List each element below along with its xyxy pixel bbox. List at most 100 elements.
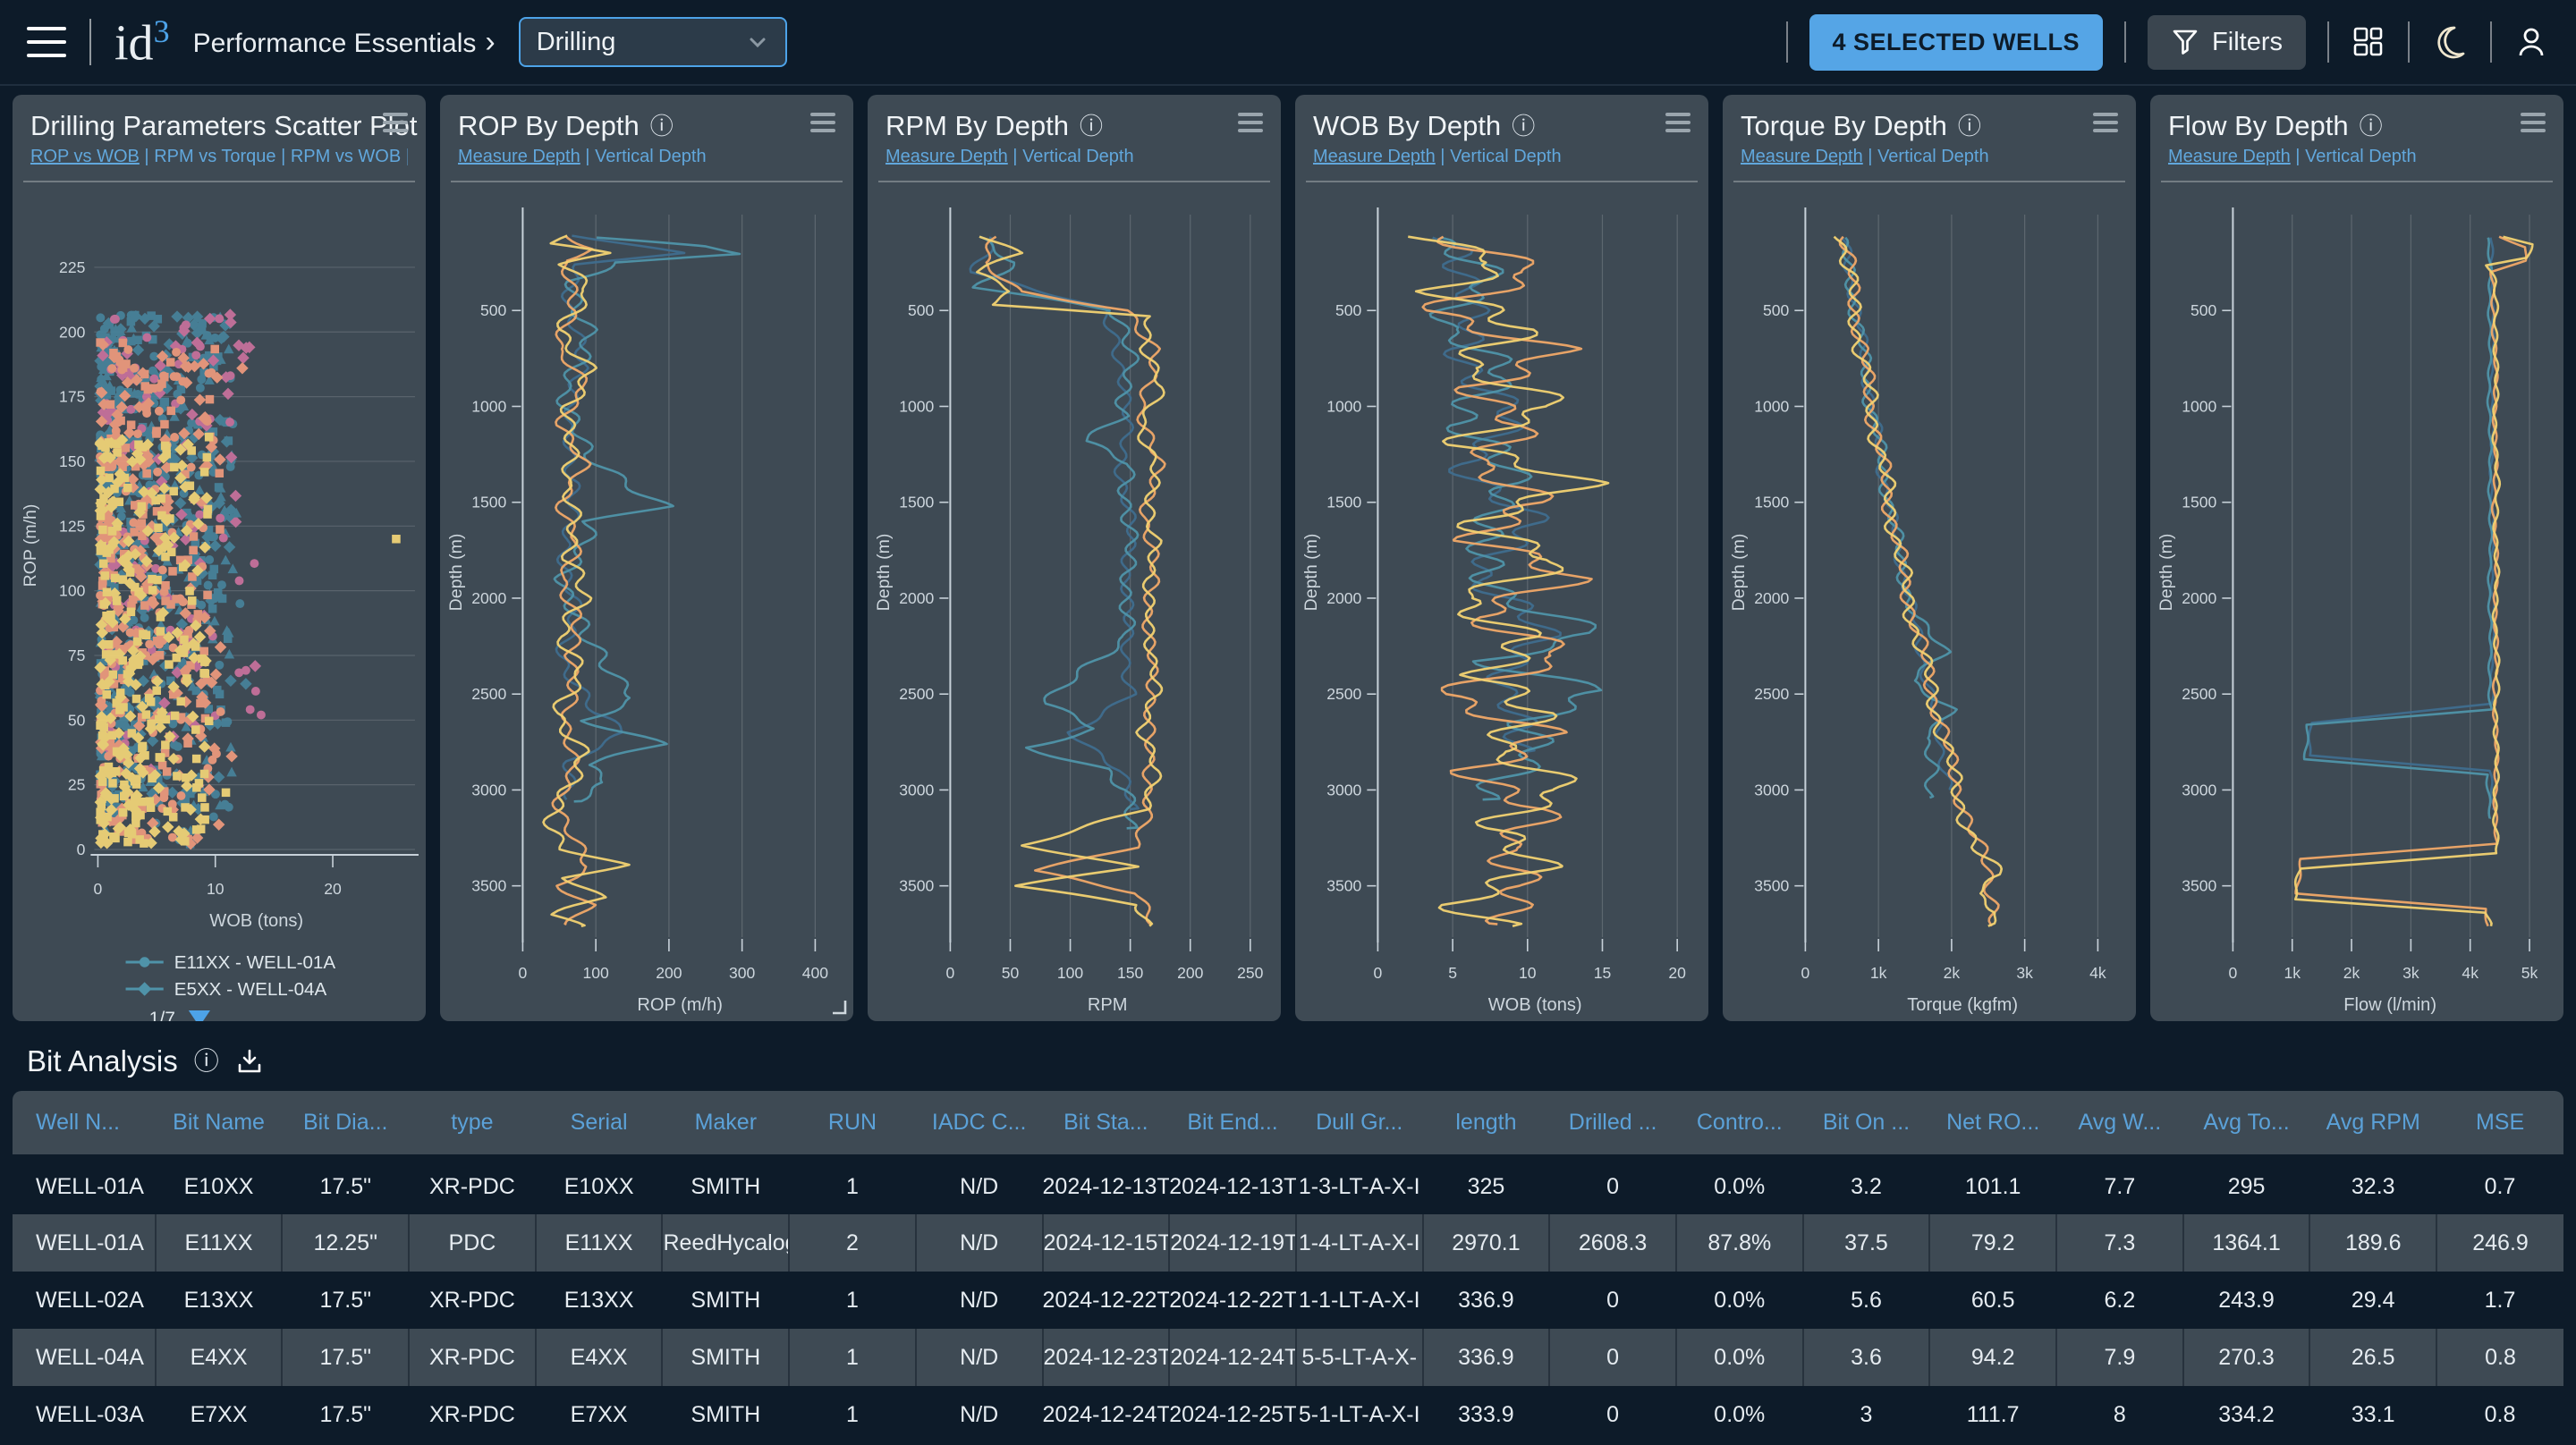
column-header[interactable]: Bit Name xyxy=(155,1091,283,1157)
table-cell: 0.0% xyxy=(1714,1287,1766,1313)
dark-mode-moon-icon[interactable] xyxy=(2431,23,2469,61)
apps-grid-icon[interactable] xyxy=(2351,24,2386,60)
legend-item[interactable]: E11XX - WELL-01A xyxy=(125,952,336,973)
column-header[interactable]: Dull Gr... xyxy=(1295,1091,1423,1157)
panel-rop-by-depth: ROP By Depth ⓘ Measure Depth | Vertical … xyxy=(440,95,853,1021)
panel-sublink[interactable]: RPM vs Torque xyxy=(154,147,276,166)
column-header[interactable]: Serial xyxy=(535,1091,663,1157)
panel-sublink[interactable]: Measure Depth xyxy=(886,147,1008,166)
column-header[interactable]: Avg RPM xyxy=(2309,1091,2437,1157)
info-icon[interactable]: ⓘ xyxy=(1080,113,1104,139)
legend-item[interactable]: E5XX - WELL-04A xyxy=(125,979,327,1000)
column-header[interactable]: type xyxy=(409,1091,536,1157)
panel-menu-icon[interactable] xyxy=(807,109,839,136)
user-profile-icon[interactable] xyxy=(2513,24,2549,60)
app-logo[interactable]: id3 xyxy=(114,13,170,72)
table-cell: 94.2 xyxy=(1928,1329,2057,1386)
table-cell: E11XX xyxy=(534,1214,663,1272)
column-header[interactable]: Bit Dia... xyxy=(282,1091,410,1157)
selected-wells-button[interactable]: 4 SELECTED WELLS xyxy=(1809,13,2104,71)
column-header[interactable]: Drilled ... xyxy=(1549,1091,1676,1157)
table-cell: 2024-12-19T xyxy=(1168,1214,1296,1272)
table-cell: E7XX xyxy=(190,1401,248,1427)
scatter-plot-area[interactable]: 0 25 50 75 100 125 150 175 200 225 ROP (m/h) 0 10 20 W… xyxy=(13,188,426,1021)
svg-text:Depth (m): Depth (m) xyxy=(1301,534,1321,612)
info-icon[interactable]: ⓘ xyxy=(2359,113,2383,139)
column-header[interactable]: Avg W... xyxy=(2056,1091,2183,1157)
panel-sublink[interactable]: RPM vs WOB xyxy=(290,147,402,166)
rpm-depth-plot-area[interactable]: 500 1000 1500 2000 2500 3000 3500 Depth (m) 0 50 1… xyxy=(868,188,1281,1021)
table-cell: 37.5 xyxy=(1801,1214,1930,1272)
table-row[interactable]: WELL-03A E7XX 17.5" XR-PDC E7XX SMITH 1 N/D 2024… xyxy=(13,1386,2563,1443)
panel-title: ROP By Depth xyxy=(458,110,640,141)
table-cell: E7XX xyxy=(570,1401,628,1427)
table-cell: 2024-12-24T xyxy=(1168,1329,1296,1386)
info-icon[interactable]: ⓘ xyxy=(193,1047,219,1075)
svg-text:3500: 3500 xyxy=(471,877,506,895)
column-header[interactable]: Avg To... xyxy=(2182,1091,2310,1157)
column-header[interactable]: Contro... xyxy=(1675,1091,1803,1157)
table-row[interactable]: WELL-02A E13XX 17.5" XR-PDC E13XX SMITH 1 N/D 20… xyxy=(13,1272,2563,1329)
table-cell: 17.5" xyxy=(319,1401,371,1427)
svg-text:2500: 2500 xyxy=(1326,685,1361,703)
hamburger-menu-icon[interactable] xyxy=(27,27,66,57)
svg-text:0: 0 xyxy=(1374,964,1383,982)
info-icon[interactable]: ⓘ xyxy=(1957,113,1981,139)
svg-text:1k: 1k xyxy=(2284,964,2301,982)
rop-depth-plot-area[interactable]: 500 1000 1500 2000 2500 3000 3500 Depth (m) 0 100… xyxy=(440,188,853,1021)
panel-sublink[interactable]: Vertical Depth xyxy=(2305,147,2417,166)
panel-sublink[interactable]: Measure Depth xyxy=(1741,147,1863,166)
breadcrumb: Performance Essentials › xyxy=(192,24,496,59)
link-separator: | xyxy=(1435,147,1451,166)
info-icon[interactable]: ⓘ xyxy=(649,113,674,139)
column-header[interactable]: Bit End... xyxy=(1169,1091,1296,1157)
torque-depth-plot-area[interactable]: 500 1000 1500 2000 2500 3000 3500 Depth (m) 0 1k 2… xyxy=(1723,188,2136,1021)
panel-sublink[interactable]: Measure Depth xyxy=(458,147,580,166)
panel-sublink[interactable]: Vertical Depth xyxy=(1450,147,1562,166)
column-header[interactable]: length xyxy=(1422,1091,1550,1157)
column-header[interactable]: IADC C... xyxy=(915,1091,1043,1157)
svg-text:1/7: 1/7 xyxy=(149,1009,175,1021)
panel-sublink[interactable]: Measure Depth xyxy=(2168,147,2291,166)
svg-text:0: 0 xyxy=(1801,964,1810,982)
filters-button[interactable]: Filters xyxy=(2148,14,2306,70)
resize-handle[interactable] xyxy=(830,998,848,1016)
column-header[interactable]: Well N... xyxy=(13,1091,156,1157)
svg-text:100: 100 xyxy=(59,582,86,600)
column-header[interactable]: Bit Sta... xyxy=(1042,1091,1170,1157)
flow-depth-plot-area[interactable]: 500 1000 1500 2000 2500 3000 3500 Depth (m) 0 1k 2… xyxy=(2150,188,2563,1021)
column-header[interactable]: Net RO... xyxy=(1929,1091,2057,1157)
panel-sublink[interactable]: Vertical Depth xyxy=(595,147,707,166)
column-header[interactable]: Bit On ... xyxy=(1802,1091,1930,1157)
wob-depth-plot-area[interactable]: 500 1000 1500 2000 2500 3000 3500 Depth (m) 0 5 10… xyxy=(1295,188,1708,1021)
table-cell: 2608.3 xyxy=(1548,1214,1676,1272)
table-cell: 1-3-LT-A-X-I xyxy=(1298,1174,1420,1199)
panel-menu-icon[interactable] xyxy=(1234,109,1267,136)
table-row[interactable]: WELL-01A E11XX 12.25" PDC E11XX ReedHycalog 2 N… xyxy=(13,1214,2563,1272)
table-cell: 1 xyxy=(846,1174,859,1199)
panel-torque-by-depth: Torque By Depth ⓘ Measure Depth | Vertic… xyxy=(1723,95,2136,1021)
legend-pagination[interactable]: 1/7 xyxy=(149,1009,210,1021)
info-icon[interactable]: ⓘ xyxy=(1512,113,1536,139)
column-header[interactable]: Maker xyxy=(662,1091,790,1157)
table-cell: 2024-12-24T xyxy=(1042,1401,1170,1427)
panel-sublink[interactable]: ROP vs WOB xyxy=(30,147,140,166)
panel-sublink[interactable]: Vertical Depth xyxy=(1022,147,1134,166)
svg-text:125: 125 xyxy=(59,517,85,535)
panel-menu-icon[interactable] xyxy=(2089,109,2122,136)
column-header[interactable]: MSE xyxy=(2436,1091,2563,1157)
download-icon[interactable] xyxy=(235,1047,264,1076)
svg-text:2500: 2500 xyxy=(2182,685,2216,703)
panel-menu-icon[interactable] xyxy=(379,109,411,136)
table-row[interactable]: WELL-01A E10XX 17.5" XR-PDC E10XX SMITH 1 N/D 20… xyxy=(13,1157,2563,1214)
panel-menu-icon[interactable] xyxy=(2517,109,2549,136)
panel-sublink[interactable]: Measure Depth xyxy=(1313,147,1436,166)
table-cell: N/D xyxy=(960,1287,999,1313)
panel-menu-icon[interactable] xyxy=(1662,109,1694,136)
section-dropdown[interactable]: Drilling xyxy=(518,17,787,67)
panel-sublink[interactable]: Vertical Depth xyxy=(1877,147,1989,166)
svg-text:175: 175 xyxy=(59,388,85,406)
svg-text:RPM: RPM xyxy=(1088,995,1128,1015)
column-header[interactable]: RUN xyxy=(789,1091,916,1157)
table-row[interactable]: WELL-04A E4XX 17.5" XR-PDC E4XX SMITH 1 N/D 2024… xyxy=(13,1329,2563,1386)
